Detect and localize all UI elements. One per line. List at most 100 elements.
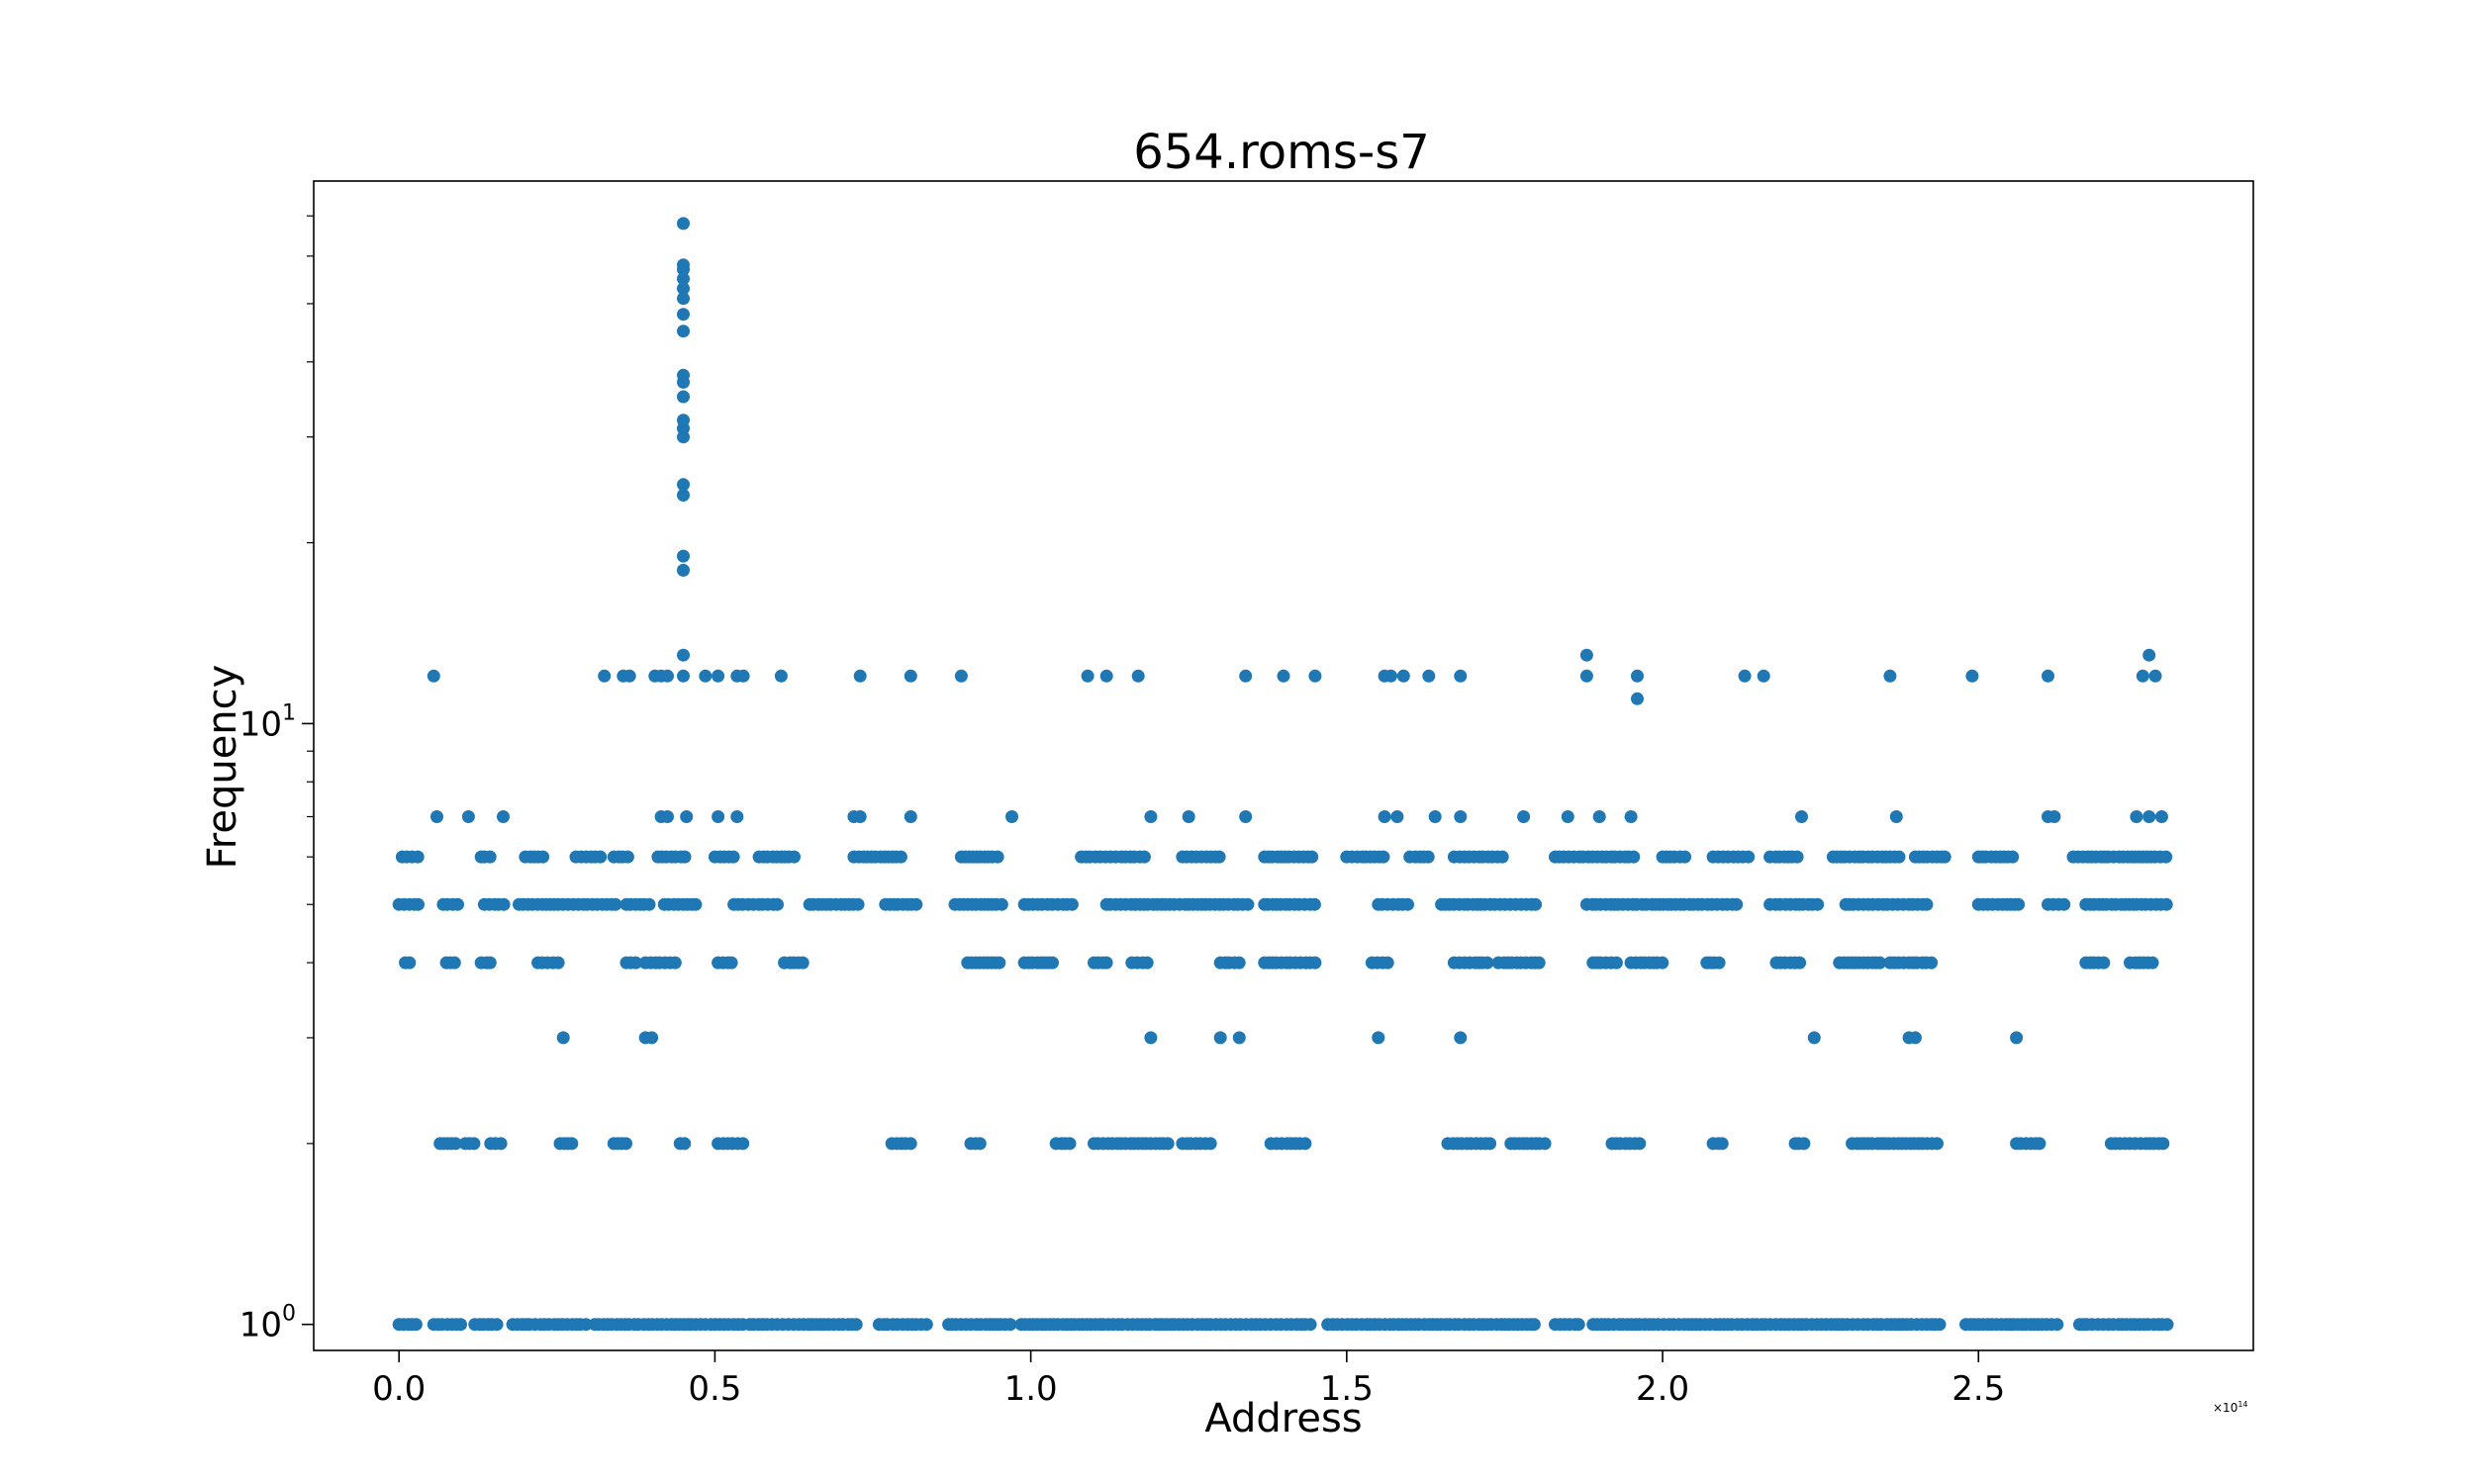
data-point [1931, 1137, 1944, 1151]
data-point [2136, 669, 2149, 683]
data-point [730, 810, 744, 823]
y-axis-label: Frequency [200, 665, 245, 870]
data-point [1807, 1031, 1821, 1045]
data-point [454, 1318, 467, 1332]
data-point [1483, 1137, 1497, 1151]
data-point [853, 669, 867, 683]
data-point [689, 897, 703, 911]
data-point [1627, 850, 1641, 864]
data-point [1063, 1137, 1077, 1151]
data-point [849, 1318, 863, 1332]
data-point [1965, 669, 1979, 683]
data-point [796, 956, 809, 970]
data-point [467, 1137, 481, 1151]
data-point [1203, 1137, 1217, 1151]
data-point [565, 1137, 579, 1151]
data-point [724, 956, 738, 970]
data-point [677, 648, 690, 662]
data-point [677, 489, 690, 502]
data-point [2047, 810, 2061, 823]
data-point [2006, 850, 2020, 864]
data-point [712, 810, 725, 823]
data-point [594, 850, 608, 864]
y-tick-label: 101 [239, 700, 296, 744]
data-point [1873, 956, 1887, 970]
data-point [1144, 1031, 1158, 1045]
data-point [412, 897, 425, 911]
data-point [1401, 897, 1414, 911]
data-point [1715, 1137, 1729, 1151]
chart-title: 654.roms-s7 [1133, 125, 1430, 180]
data-point [609, 897, 622, 911]
data-point [973, 1137, 987, 1151]
data-point [1757, 669, 1770, 683]
data-point [2156, 1137, 2170, 1151]
data-point [1241, 897, 1255, 911]
data-point [1538, 1137, 1552, 1151]
data-point [1933, 1318, 1947, 1332]
data-point [677, 563, 690, 577]
data-point [2159, 897, 2173, 911]
data-point [736, 669, 750, 683]
data-point [1609, 956, 1623, 970]
x-tick-label: 0.5 [688, 1369, 741, 1409]
data-point [677, 478, 690, 492]
data-point [894, 850, 907, 864]
data-point [427, 669, 440, 683]
data-point [1421, 850, 1435, 864]
data-point [642, 897, 656, 911]
data-point [1730, 897, 1744, 911]
data-point [1384, 669, 1397, 683]
data-point [1005, 810, 1018, 823]
x-axis-offset-label: ×1014 [2213, 1400, 2248, 1415]
x-tick-label: 2.0 [1636, 1369, 1689, 1409]
data-point [678, 1137, 692, 1151]
data-point [1631, 692, 1644, 705]
data-point [494, 1137, 508, 1151]
data-point [1480, 956, 1494, 970]
data-point [1277, 669, 1290, 683]
data-point [1182, 810, 1195, 823]
data-point [461, 810, 475, 823]
data-point [677, 549, 690, 563]
data-point [771, 897, 784, 911]
data-point [451, 897, 464, 911]
data-point [1380, 956, 1394, 970]
data-point [1099, 956, 1113, 970]
data-points [392, 217, 2174, 1332]
data-point [1065, 897, 1079, 911]
data-point [1579, 648, 1593, 662]
data-point [1396, 669, 1410, 683]
data-point [1925, 956, 1939, 970]
data-point [1307, 897, 1321, 911]
data-point [490, 1318, 504, 1332]
x-tick-label: 1.5 [1320, 1369, 1374, 1409]
data-point [788, 850, 801, 864]
data-point [677, 308, 690, 322]
data-point [678, 850, 692, 864]
data-point [677, 292, 690, 306]
data-point [483, 956, 497, 970]
data-point [2010, 1031, 2024, 1045]
x-tick-label: 0.0 [372, 1369, 426, 1409]
data-point [904, 1137, 917, 1151]
data-point [677, 272, 690, 286]
data-point [1144, 810, 1158, 823]
data-point [483, 850, 497, 864]
data-point [2159, 850, 2173, 864]
data-point [2130, 810, 2143, 823]
data-point [1678, 850, 1692, 864]
data-point [1495, 850, 1509, 864]
data-point [1232, 1031, 1246, 1045]
data-point [497, 810, 510, 823]
data-point [1161, 1137, 1175, 1151]
data-point [1140, 956, 1154, 970]
data-point [1793, 956, 1807, 970]
data-point [1920, 897, 1934, 911]
data-point [536, 850, 550, 864]
data-point [447, 956, 461, 970]
data-point [726, 850, 740, 864]
data-point [774, 669, 788, 683]
data-point [1811, 897, 1825, 911]
data-point [556, 1031, 570, 1045]
